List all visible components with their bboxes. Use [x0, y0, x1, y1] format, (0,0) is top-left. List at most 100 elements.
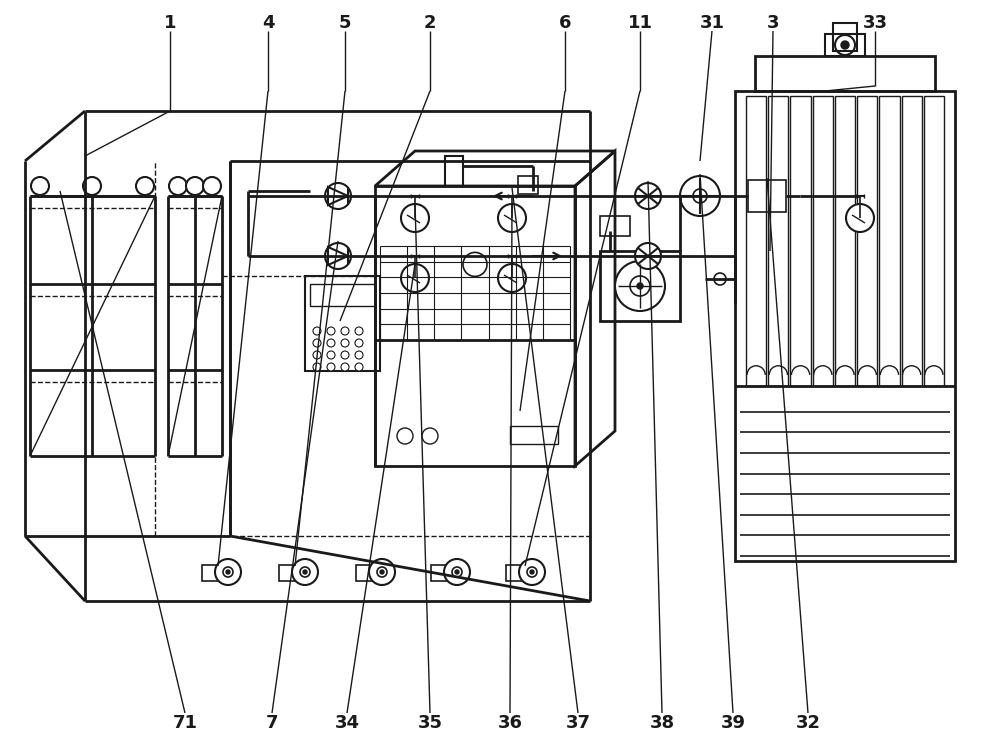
Circle shape [327, 339, 335, 347]
Text: 5: 5 [339, 14, 351, 32]
Circle shape [846, 204, 874, 232]
Circle shape [327, 351, 335, 359]
Text: 1: 1 [164, 14, 176, 32]
Circle shape [452, 567, 462, 577]
Text: 11: 11 [628, 14, 652, 32]
Circle shape [313, 339, 321, 347]
Bar [813, 96, 833, 386]
Text: 3: 3 [767, 14, 779, 32]
Circle shape [313, 327, 321, 335]
Bar [310, 284, 375, 306]
Circle shape [300, 567, 310, 577]
Circle shape [615, 261, 665, 311]
Circle shape [369, 559, 395, 585]
Circle shape [83, 177, 101, 195]
Circle shape [169, 177, 187, 195]
Bar [857, 96, 877, 386]
Bar [902, 96, 922, 386]
Bar [879, 96, 900, 386]
Circle shape [693, 189, 707, 203]
Circle shape [226, 570, 230, 574]
Circle shape [635, 243, 661, 269]
Text: 71: 71 [173, 714, 198, 732]
Circle shape [835, 35, 855, 55]
Bar [746, 96, 766, 386]
Circle shape [527, 567, 537, 577]
Circle shape [680, 176, 720, 216]
Text: 33: 33 [862, 14, 888, 32]
Circle shape [355, 327, 363, 335]
Text: 37: 37 [566, 714, 590, 732]
Circle shape [355, 363, 363, 371]
Text: 2: 2 [424, 14, 436, 32]
Bar [748, 180, 786, 212]
Circle shape [327, 327, 335, 335]
Circle shape [630, 276, 650, 296]
Circle shape [498, 204, 526, 232]
Bar [924, 96, 944, 386]
Circle shape [341, 351, 349, 359]
Circle shape [463, 252, 487, 276]
Circle shape [422, 428, 438, 444]
Circle shape [325, 183, 351, 209]
Circle shape [401, 204, 429, 232]
Bar [356, 565, 374, 581]
Bar [431, 565, 449, 581]
Circle shape [341, 327, 349, 335]
Circle shape [444, 559, 470, 585]
Circle shape [498, 264, 526, 292]
Bar [600, 216, 630, 236]
Circle shape [401, 264, 429, 292]
Circle shape [223, 567, 233, 577]
Bar [375, 186, 575, 466]
Bar [735, 91, 955, 561]
Text: 7: 7 [266, 714, 278, 732]
Bar [202, 565, 220, 581]
Circle shape [714, 273, 726, 285]
Text: 32: 32 [796, 714, 820, 732]
Circle shape [31, 177, 49, 195]
Bar [600, 251, 680, 321]
Circle shape [292, 559, 318, 585]
Bar [305, 276, 380, 371]
Bar [279, 565, 297, 581]
Circle shape [215, 559, 241, 585]
Circle shape [186, 177, 204, 195]
Text: 6: 6 [559, 14, 571, 32]
Circle shape [303, 570, 307, 574]
Bar [518, 176, 538, 194]
Circle shape [380, 570, 384, 574]
Bar [790, 96, 811, 386]
Text: 34: 34 [334, 714, 360, 732]
Circle shape [637, 283, 643, 289]
Circle shape [325, 243, 351, 269]
Circle shape [203, 177, 221, 195]
Circle shape [327, 363, 335, 371]
Text: 38: 38 [649, 714, 675, 732]
Circle shape [313, 363, 321, 371]
Bar [506, 565, 524, 581]
Circle shape [530, 570, 534, 574]
Circle shape [519, 559, 545, 585]
Bar [833, 23, 857, 51]
Bar [835, 96, 855, 386]
Text: 39: 39 [720, 714, 746, 732]
Circle shape [841, 41, 849, 49]
Circle shape [355, 339, 363, 347]
Bar [768, 96, 788, 386]
Circle shape [377, 567, 387, 577]
Bar [825, 34, 865, 56]
Bar [510, 426, 558, 444]
Bar [445, 156, 463, 186]
Text: 4: 4 [262, 14, 274, 32]
Circle shape [397, 428, 413, 444]
Circle shape [355, 351, 363, 359]
Circle shape [455, 570, 459, 574]
Circle shape [635, 183, 661, 209]
Text: 35: 35 [418, 714, 442, 732]
Bar [755, 56, 935, 91]
Text: 36: 36 [498, 714, 522, 732]
Circle shape [341, 339, 349, 347]
Circle shape [341, 363, 349, 371]
Text: 31: 31 [700, 14, 724, 32]
